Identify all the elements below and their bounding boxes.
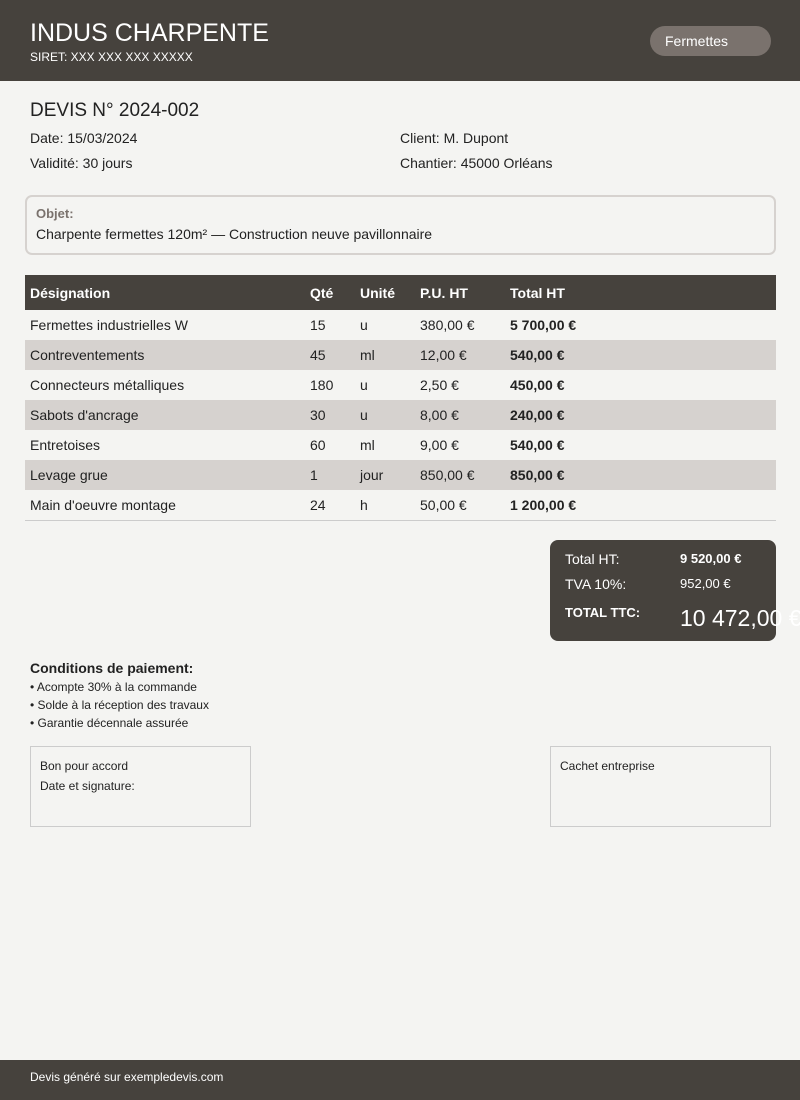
table-row: Contreventements 45 ml 12,00 €540,00 € <box>25 340 776 370</box>
footer-text: Devis généré sur exempledevis.com <box>30 1070 224 1084</box>
siret: SIRET: XXX XXX XXX XXXXX <box>30 50 193 64</box>
objet-label: Objet: <box>36 206 74 221</box>
footer: Devis généré sur exempledevis.com <box>0 1060 800 1100</box>
condition-item: • Solde à la réception des travaux <box>30 698 209 712</box>
quote-validity: Validité: 30 jours <box>30 155 133 171</box>
tva-label: TVA 10%: <box>565 576 627 592</box>
signature-box: Bon pour accord Date et signature: <box>30 746 251 827</box>
cell-qty: 15 <box>310 317 326 333</box>
cell-unit-price: 50,00 € <box>415 490 505 521</box>
cell-unit-price: 2,50 € <box>420 377 459 393</box>
cell-unit: ml <box>360 437 375 453</box>
cell-designation: Contreventements <box>25 340 305 370</box>
cell-total: 540,00 € <box>505 340 776 370</box>
approval-label: Bon pour accord <box>40 759 129 773</box>
table-row: Levage grue 1 jour 850,00 €850,00 € <box>25 460 776 490</box>
cell-unit: u <box>360 377 368 393</box>
cell-unit-price: 9,00 € <box>420 437 459 453</box>
cell-designation: Sabots d'ancrage <box>25 400 305 430</box>
cell-unit: ml <box>355 340 415 370</box>
cell-total: 450,00 € <box>510 377 565 393</box>
cell-unit-price: 380,00 € <box>420 317 475 333</box>
header: INDUS CHARPENTE SIRET: XXX XXX XXX XXXXX… <box>0 0 800 81</box>
cell-designation: Entretoises <box>30 437 101 453</box>
site: Chantier: 45000 Orléans <box>400 155 553 171</box>
cell-unit-price: 12,00 € <box>415 340 505 370</box>
total-ttc-value: 10 472,00 € <box>680 605 800 631</box>
cell-designation: Main d'oeuvre montage <box>25 490 305 521</box>
cell-unit: u <box>360 317 368 333</box>
cell-qty: 45 <box>305 340 355 370</box>
col-designation: Désignation <box>25 275 305 310</box>
cell-qty: 24 <box>305 490 355 521</box>
stamp-box: Cachet entreprise <box>550 746 771 827</box>
tva-value: 952,00 € <box>680 576 731 591</box>
cell-qty: 60 <box>310 437 326 453</box>
objet-box: Objet: Charpente fermettes 120m² — Const… <box>25 195 776 255</box>
condition-item: • Acompte 30% à la commande <box>30 680 197 694</box>
company-name: INDUS CHARPENTE <box>30 19 269 47</box>
cell-unit-price: 850,00 € <box>415 460 505 490</box>
cell-unit: u <box>355 400 415 430</box>
cell-unit: jour <box>355 460 415 490</box>
table-row: Main d'oeuvre montage 24 h 50,00 €1 200,00 … <box>25 490 776 521</box>
quote-date: Date: 15/03/2024 <box>30 130 138 146</box>
client: Client: M. Dupont <box>400 130 509 146</box>
table-row: Fermettes industrielles W 15 u 380,00 € 5 70… <box>25 310 776 340</box>
cell-qty: 1 <box>305 460 355 490</box>
cell-designation: Connecteurs métalliques <box>30 377 185 393</box>
stamp-label: Cachet entreprise <box>560 759 655 773</box>
cell-total: 5 700,00 € <box>510 317 577 333</box>
cell-qty: 30 <box>305 400 355 430</box>
signature-label: Date et signature: <box>40 779 135 793</box>
total-ttc-label: TOTAL TTC: <box>565 605 641 620</box>
cell-designation: Fermettes industrielles W <box>30 317 188 333</box>
cell-unit-price: 8,00 € <box>415 400 505 430</box>
total-ht-value: 9 520,00 € <box>680 551 742 566</box>
cell-total: 540,00 € <box>510 437 565 453</box>
cell-total: 240,00 € <box>505 400 776 430</box>
cell-total: 850,00 € <box>505 460 776 490</box>
table-header: Désignation Qté Unité P.U. HT Total HT <box>25 275 776 310</box>
table-row: Connecteurs métalliques 180 u 2,50 € 450,00 … <box>25 370 776 400</box>
items-table: Désignation Qté Unité P.U. HT Total HT F… <box>25 275 776 521</box>
table-row: Sabots d'ancrage 30 u 8,00 €240,00 € <box>25 400 776 430</box>
col-unit: Unité <box>355 275 415 310</box>
col-qty: Qté <box>305 275 355 310</box>
condition-item: • Garantie décennale assurée <box>30 716 189 730</box>
col-unit-price: P.U. HT <box>415 275 505 310</box>
cell-qty: 180 <box>310 377 334 393</box>
cell-total: 1 200,00 € <box>505 490 776 521</box>
quote-title: DEVIS N° 2024-002 <box>30 100 200 121</box>
cell-unit: h <box>355 490 415 521</box>
conditions-title: Conditions de paiement: <box>30 660 194 676</box>
category-badge: Fermettes <box>650 26 771 56</box>
cell-designation: Levage grue <box>25 460 305 490</box>
totals-box: Total HT: 9 520,00 € TVA 10%: 952,00 € T… <box>550 540 800 641</box>
table-row: Entretoises 60 ml 9,00 € 540,00 € <box>25 430 776 460</box>
col-total: Total HT <box>505 275 776 310</box>
total-ht-label: Total HT: <box>565 551 620 567</box>
objet-text: Charpente fermettes 120m² — Construction… <box>36 226 433 242</box>
